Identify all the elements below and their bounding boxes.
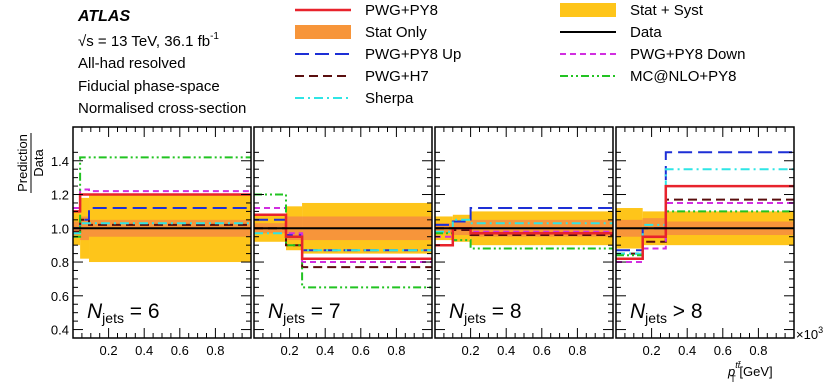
series-mc-nlo-py8	[435, 232, 613, 250]
x-tick-label: 0.2	[281, 343, 299, 358]
legend-swatch	[560, 3, 616, 17]
y-tick-label: 0.8	[51, 255, 69, 270]
legend-item-pwg-h7: PWG+H7	[295, 68, 429, 85]
panel-4: 0.2 0.4 0.6 0.8 Njets > 8	[615, 126, 795, 358]
legend: PWG+PY8 Stat Only PWG+PY8 Up PWG+H7 Sherpa St…	[295, 2, 745, 107]
x-tick-label: 0.6	[352, 343, 370, 358]
panel-label: Njets = 7	[268, 300, 341, 326]
legend-item-stat-only: Stat Only	[295, 24, 427, 41]
y-label-top: Prediction	[15, 134, 30, 192]
x-tick-label: 0.6	[533, 343, 551, 358]
legend-label: MC@NLO+PY8	[630, 68, 737, 85]
x-label-p: p	[727, 364, 735, 379]
series-pwg-py8-down	[254, 207, 432, 263]
legend-item-stat-syst: Stat + Syst	[560, 2, 704, 19]
panel-label: Njets = 8	[449, 300, 522, 326]
x-scale-sup: 3	[818, 325, 823, 335]
legend-item-pwg-py8-down: PWG+PY8 Down	[560, 46, 745, 63]
legend-label: PWG+H7	[365, 68, 429, 85]
energy-label: √s = 13 TeV, 36.1 fb-1	[78, 31, 219, 50]
legend-item-pwg-py8-up: PWG+PY8 Up	[295, 46, 461, 63]
panel-label: Njets = 6	[87, 300, 160, 326]
x-tick-label: 0.4	[316, 343, 334, 358]
x-label-sub: T	[730, 374, 736, 384]
x-axis-label: ptt̄ T [GeV]	[727, 360, 773, 384]
x-tick-label: 0.6	[171, 343, 189, 358]
y-label-bottom: Data	[31, 149, 46, 177]
legend-label: Stat Only	[365, 24, 427, 41]
x-tick-label: 0.8	[206, 343, 224, 358]
series-sherpa	[616, 168, 794, 255]
series-sherpa	[73, 222, 251, 235]
y-tick-label: 0.4	[51, 323, 69, 338]
x-label-sup: tt̄	[735, 360, 741, 370]
header-line-1: All-had resolved	[78, 55, 186, 72]
x-tick-label: 0.2	[100, 343, 118, 358]
energy-text: √s = 13 TeV, 36.1 fb	[78, 33, 210, 50]
panel-3: 0.2 0.4 0.6 0.8 Njets = 8	[434, 126, 614, 358]
header-line-2: Fiducial phase-space	[78, 78, 220, 95]
series-pwg-h7	[73, 218, 251, 233]
y-tick-label: 1.4	[51, 154, 69, 169]
x-scale-base: ×10	[796, 327, 818, 342]
y-tick-label: 1.0	[51, 221, 69, 236]
x-tick-label: 0.8	[387, 343, 405, 358]
panel-label: Njets > 8	[630, 300, 703, 326]
y-axis-label: Prediction Data	[15, 133, 46, 193]
x-tick-label: 0.6	[714, 343, 732, 358]
atlas-header: ATLAS √s = 13 TeV, 36.1 fb-1 All-had res…	[77, 8, 246, 117]
header-line-3: Normalised cross-section	[78, 100, 246, 117]
panels: 0.2 0.4 0.6 0.8 Njets = 6 0.2 0.4 0.6 0.8 Njets =…	[72, 126, 795, 358]
atlas-label: ATLAS	[77, 8, 130, 25]
x-tick-label: 0.2	[462, 343, 480, 358]
series-pwg-py8	[254, 213, 432, 260]
legend-item-mc-nlo-py8: MC@NLO+PY8	[560, 68, 737, 85]
x-scale-label: ×103	[796, 325, 823, 342]
legend-item-pwg-py8: PWG+PY8	[295, 2, 438, 19]
x-tick-label: 0.4	[497, 343, 515, 358]
x-tick-label: 0.8	[568, 343, 586, 358]
series-pwg-py8	[616, 184, 794, 260]
y-tick-label: 1.2	[51, 188, 69, 203]
x-tick-label: 0.2	[643, 343, 661, 358]
series-pwg-py8-up	[254, 218, 432, 252]
y-axis: 0.4 0.6 0.8 1.0 1.2 1.4	[51, 154, 69, 338]
legend-label: PWG+PY8	[365, 2, 438, 19]
legend-label: Sherpa	[365, 90, 414, 107]
series-pwg-py8-down	[616, 202, 794, 263]
y-tick-label: 0.6	[51, 289, 69, 304]
series-mc-nlo-py8	[616, 210, 794, 257]
legend-label: PWG+PY8 Up	[365, 46, 461, 63]
series-sherpa	[435, 218, 613, 233]
x-tick-label: 0.8	[749, 343, 767, 358]
energy-sup: -1	[210, 31, 219, 42]
legend-label: PWG+PY8 Down	[630, 46, 745, 63]
legend-label: Stat + Syst	[630, 2, 704, 19]
panel-2: 0.2 0.4 0.6 0.8 Njets = 7	[253, 126, 433, 358]
x-label-unit: [GeV]	[736, 364, 773, 379]
legend-swatch	[295, 25, 351, 39]
panel-1: 0.2 0.4 0.6 0.8 Njets = 6	[72, 126, 252, 358]
legend-item-data: Data	[560, 24, 662, 41]
legend-item-sherpa: Sherpa	[295, 90, 414, 107]
series-mc-nlo-py8	[254, 193, 432, 289]
x-tick-label: 0.4	[678, 343, 696, 358]
legend-label: Data	[630, 24, 662, 41]
series-pwg-py8-up	[435, 207, 613, 226]
x-tick-label: 0.4	[135, 343, 153, 358]
